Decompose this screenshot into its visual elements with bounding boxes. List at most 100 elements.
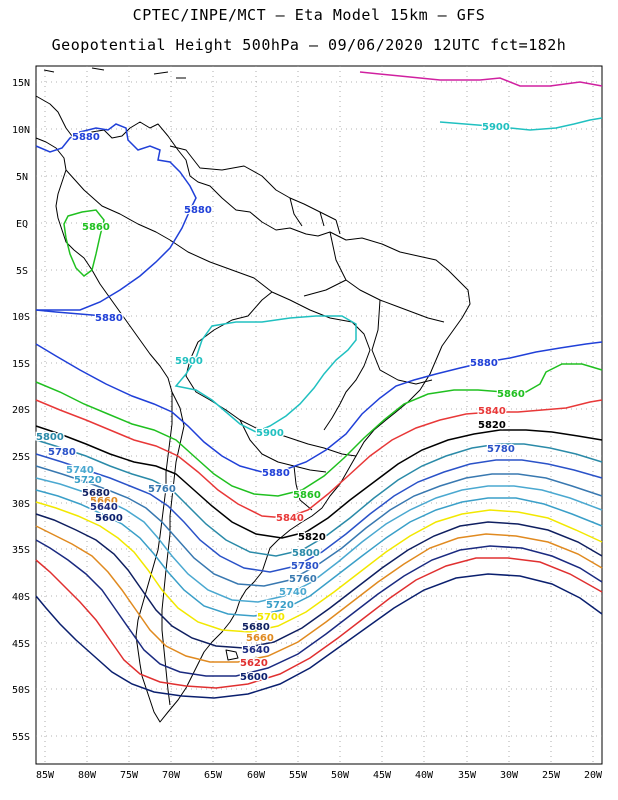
contour-label: 5820 — [298, 532, 326, 543]
contour-labels: 5880 5880 5860 5880 5900 5900 5900 5880 … — [35, 121, 526, 685]
lon-label: 70W — [162, 770, 181, 781]
contour-label: 5900 — [482, 122, 510, 133]
borders-guianas — [289, 197, 341, 235]
map-title: CPTEC/INPE/MCT – Eta Model 15km – GFS — [132, 6, 486, 24]
contour-label: 5840 — [276, 513, 304, 524]
contour-label: 5860 — [82, 222, 110, 233]
contour-label: 5780 — [291, 561, 319, 572]
lat-label: 35S — [12, 545, 30, 556]
contour-5860-ecuador — [63, 209, 105, 277]
lat-label: EQ — [16, 219, 28, 230]
map-subtitle: Geopotential Height 500hPa – 09/06/2020 … — [51, 36, 567, 54]
contour-label: 5880 — [262, 468, 290, 479]
contour-label: 5720 — [74, 475, 102, 486]
lat-label: 10N — [12, 125, 30, 136]
lat-label: 15N — [12, 78, 30, 89]
contour-label: 5780 — [487, 444, 515, 455]
lon-label: 50W — [331, 770, 350, 781]
contour-5620 — [35, 557, 603, 689]
lon-label: 20W — [584, 770, 603, 781]
contour-5780 — [35, 453, 603, 573]
contour-label: 5880 — [72, 132, 100, 143]
lon-label: 45W — [373, 770, 392, 781]
lon-label: 75W — [120, 770, 139, 781]
contour-label: 5660 — [246, 633, 274, 644]
borders-paraguay — [239, 419, 327, 473]
lat-label: 20S — [12, 405, 30, 416]
borders-colombia-peru — [65, 169, 273, 293]
borders-uruguay — [293, 465, 313, 511]
caribbean-islands — [43, 67, 186, 79]
lon-label: 80W — [78, 770, 97, 781]
contour-lines — [35, 71, 603, 699]
contour-label: 5880 — [184, 205, 212, 216]
lat-label: 10S — [12, 312, 30, 323]
contour-label: 5900 — [175, 356, 203, 367]
lon-label: 85W — [36, 770, 55, 781]
borders-brazil-states — [303, 231, 445, 385]
lat-label: 50S — [12, 685, 30, 696]
contour-5900-brazil — [174, 315, 357, 433]
contour-5820 — [35, 425, 603, 539]
borders-argentina-chile — [161, 391, 185, 706]
contour-5920 — [359, 71, 603, 87]
contour-label: 5660 — [90, 496, 118, 507]
lat-label: 45S — [12, 639, 30, 650]
south-america-coastline — [35, 95, 471, 723]
contour-label: 5720 — [266, 600, 294, 611]
borders-brazil-west — [185, 291, 357, 457]
lat-label: 25S — [12, 452, 30, 463]
contour-5660 — [35, 525, 603, 663]
contour-label: 5700 — [257, 612, 285, 623]
contour-label: 5800 — [36, 432, 64, 443]
lat-label: 40S — [12, 592, 30, 603]
contour-5700 — [35, 501, 603, 633]
contour-label: 5900 — [256, 428, 284, 439]
contour-5740 — [35, 477, 603, 603]
contour-label: 5780 — [48, 447, 76, 458]
lat-label: 15S — [12, 359, 30, 370]
borders-brazil-south — [271, 291, 371, 431]
contour-label: 5680 — [242, 622, 270, 633]
contour-label: 5860 — [497, 389, 525, 400]
contour-5800 — [35, 439, 603, 557]
contour-label: 5840 — [478, 406, 506, 417]
contour-label: 5740 — [66, 465, 94, 476]
contour-label: 5600 — [240, 672, 268, 683]
contour-5880-mid — [35, 341, 603, 473]
contour-label: 5620 — [240, 658, 268, 669]
contour-label: 5860 — [293, 490, 321, 501]
lon-label: 25W — [542, 770, 561, 781]
contour-label: 5800 — [292, 548, 320, 559]
latitude-labels: 15N 10N 5N EQ 5S 10S 15S 20S 25S 30S 35S… — [12, 78, 30, 743]
lon-label: 60W — [247, 770, 266, 781]
contour-label: 5640 — [242, 645, 270, 656]
contour-5760 — [35, 465, 603, 587]
lat-label: 5N — [16, 172, 28, 183]
lat-label: 55S — [12, 732, 30, 743]
lon-label: 65W — [204, 770, 223, 781]
longitude-labels: 85W 80W 75W 70W 65W 60W 55W 50W 45W 40W … — [36, 770, 603, 781]
contour-label: 5880 — [95, 313, 123, 324]
contour-5720 — [35, 489, 603, 617]
coastlines-and-borders — [35, 67, 471, 723]
lat-label: 30S — [12, 499, 30, 510]
contour-label: 5600 — [95, 513, 123, 524]
contour-5880-north — [35, 123, 197, 311]
contour-label: 5740 — [279, 587, 307, 598]
contour-5680 — [35, 513, 603, 649]
map-frame — [35, 65, 603, 765]
contour-label: 5820 — [478, 420, 506, 431]
borders-north — [169, 145, 337, 221]
contour-5880-peru — [35, 309, 117, 321]
lon-label: 55W — [289, 770, 308, 781]
contour-5640 — [35, 539, 603, 677]
lon-label: 40W — [415, 770, 434, 781]
contour-label: 5880 — [470, 358, 498, 369]
contour-5840 — [35, 399, 603, 519]
contour-label: 5760 — [148, 484, 176, 495]
lon-label: 35W — [458, 770, 477, 781]
lon-label: 30W — [500, 770, 519, 781]
contour-5900-north — [439, 117, 603, 131]
